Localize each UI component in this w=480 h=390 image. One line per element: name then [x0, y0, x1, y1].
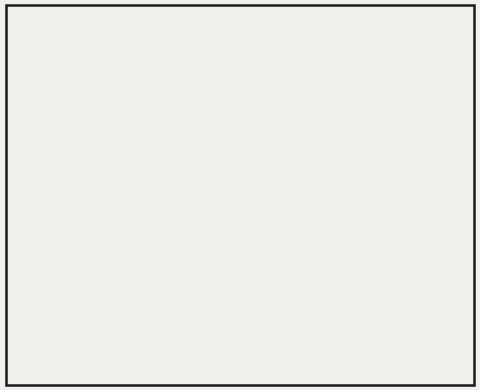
- Text: 1: 1: [19, 197, 27, 210]
- Bar: [251, 264, 291, 283]
- Circle shape: [269, 271, 274, 275]
- Polygon shape: [329, 140, 343, 148]
- Polygon shape: [127, 282, 142, 288]
- Bar: [58, 121, 73, 291]
- Circle shape: [403, 271, 408, 275]
- Circle shape: [154, 27, 163, 35]
- Bar: [316, 264, 356, 283]
- Text: 5: 5: [166, 181, 173, 194]
- Circle shape: [334, 271, 338, 275]
- Text: 2: 2: [149, 160, 156, 173]
- Ellipse shape: [33, 117, 56, 125]
- Bar: [31, 308, 86, 345]
- Text: 3: 3: [218, 52, 227, 66]
- Bar: [36, 329, 82, 341]
- Bar: [33, 121, 56, 308]
- Text: 4: 4: [252, 68, 260, 81]
- Polygon shape: [398, 203, 413, 211]
- Polygon shape: [264, 140, 278, 148]
- Polygon shape: [217, 33, 234, 41]
- Bar: [385, 264, 426, 283]
- Bar: [137, 31, 199, 70]
- Ellipse shape: [58, 118, 73, 124]
- Bar: [36, 313, 82, 326]
